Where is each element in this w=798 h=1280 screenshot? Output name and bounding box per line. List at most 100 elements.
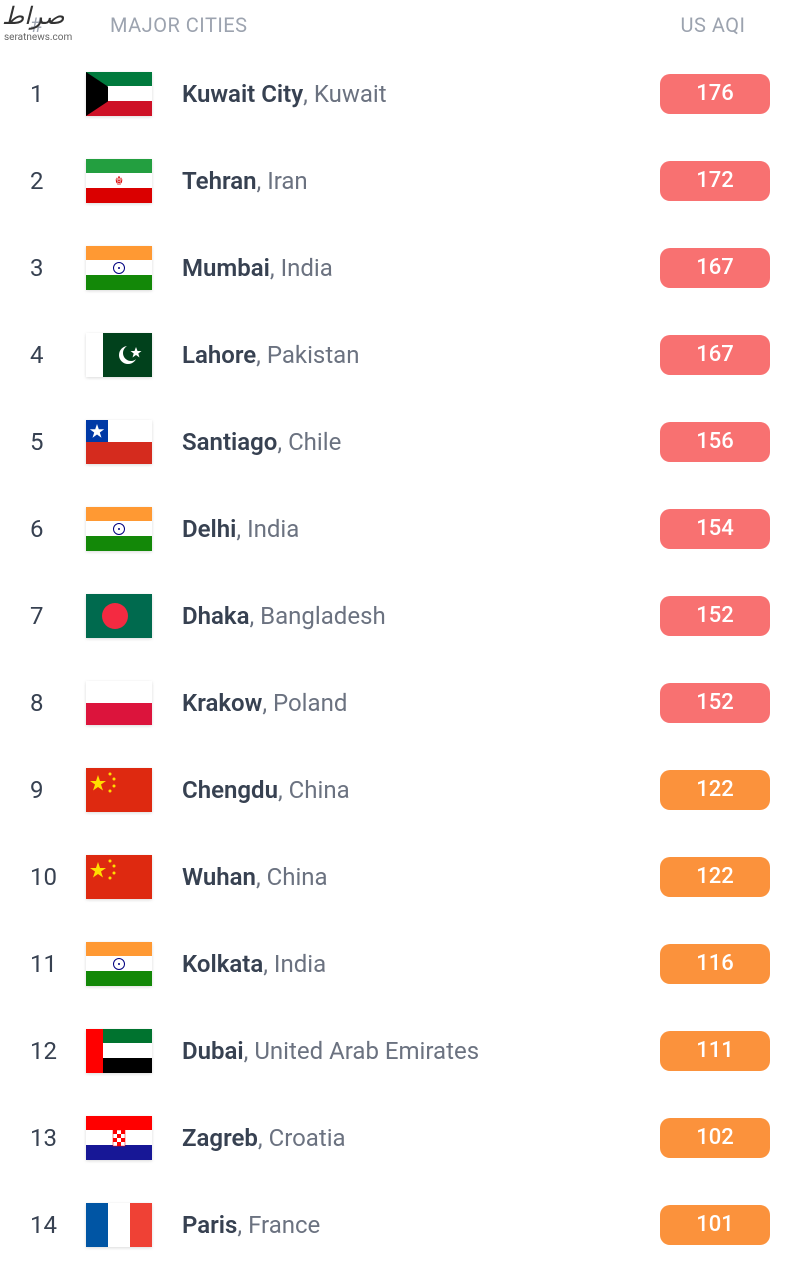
country-name: China [289,776,350,804]
city-label: Kuwait City, Kuwait [182,80,660,108]
rank-number: 3 [20,254,70,282]
rank-number: 7 [20,602,70,630]
aqi-badge: 154 [660,509,770,549]
country-name: India [247,515,299,543]
city-label: Dubai, United Arab Emirates [182,1037,660,1065]
city-name: Santiago [182,428,277,456]
header-aqi: US AQI [648,13,778,37]
aqi-badge: 122 [660,770,770,810]
aqi-badge: 116 [660,944,770,984]
city-name: Mumbai [182,254,270,282]
flag-icon [86,768,152,812]
table-row[interactable]: 12 Dubai, United Arab Emirates 111 [20,1007,778,1094]
country-name: China [267,863,328,891]
table-header: # MAJOR CITIES US AQI [20,0,778,50]
city-label: Wuhan, China [182,863,660,891]
aqi-badge: 156 [660,422,770,462]
city-label: Paris, France [182,1211,660,1239]
rank-number: 6 [20,515,70,543]
flag-icon [86,1116,152,1160]
country-name: Chile [288,428,341,456]
country-name: Poland [273,689,347,717]
rank-number: 8 [20,689,70,717]
flag-icon [86,507,152,551]
city-name: Wuhan [182,863,256,891]
watermark-url: seratnews.com [4,32,72,43]
flag-icon [86,855,152,899]
table-row[interactable]: 1 Kuwait City, Kuwait 176 [20,50,778,137]
city-label: Tehran, Iran [182,167,660,195]
aqi-badge: 101 [660,1205,770,1245]
city-label: Mumbai, India [182,254,660,282]
table-row[interactable]: 6 Delhi, India 154 [20,485,778,572]
city-name: Kuwait City [182,80,303,108]
city-label: Krakow, Poland [182,689,660,717]
country-name: India [281,254,333,282]
table-row[interactable]: 13 Zagreb, Croatia 102 [20,1094,778,1181]
table-row[interactable]: 2 ☬ Tehran, Iran 172 [20,137,778,224]
city-label: Santiago, Chile [182,428,660,456]
flag-icon [86,72,152,116]
table-row[interactable]: 14 Paris, France 101 [20,1181,778,1268]
country-name: Croatia [269,1124,346,1152]
country-name: Pakistan [267,341,360,369]
aqi-badge: 167 [660,248,770,288]
aqi-badge: 167 [660,335,770,375]
rank-number: 1 [20,80,70,108]
country-name: United Arab Emirates [254,1037,479,1065]
country-name: Bangladesh [260,602,386,630]
city-name: Dubai [182,1037,244,1065]
aqi-badge: 111 [660,1031,770,1071]
rank-number: 9 [20,776,70,804]
flag-icon [86,942,152,986]
rank-number: 12 [20,1037,70,1065]
city-label: Dhaka, Bangladesh [182,602,660,630]
city-name: Kolkata [182,950,263,978]
flag-icon [86,681,152,725]
table-row[interactable]: 9 Chengdu, China 122 [20,746,778,833]
city-name: Dhaka [182,602,249,630]
rank-number: 2 [20,167,70,195]
aqi-badge: 172 [660,161,770,201]
table-row[interactable]: 10 Wuhan, China 122 [20,833,778,920]
country-name: India [274,950,326,978]
aqi-table: # MAJOR CITIES US AQI 1 Kuwait City, Kuw… [0,0,798,1268]
country-name: France [248,1211,320,1239]
flag-icon [86,594,152,638]
city-name: Delhi [182,515,236,543]
aqi-badge: 152 [660,683,770,723]
table-row[interactable]: 4 Lahore, Pakistan 167 [20,311,778,398]
flag-icon: ☬ [86,159,152,203]
header-cities: MAJOR CITIES [70,13,648,37]
rank-number: 14 [20,1211,70,1239]
aqi-badge: 176 [660,74,770,114]
table-row[interactable]: 11 Kolkata, India 116 [20,920,778,1007]
table-row[interactable]: 7 Dhaka, Bangladesh 152 [20,572,778,659]
rank-number: 11 [20,950,70,978]
table-row[interactable]: 5 Santiago, Chile 156 [20,398,778,485]
flag-icon [86,1203,152,1247]
watermark-text: صراط [2,2,64,31]
city-name: Tehran [182,167,257,195]
table-body: 1 Kuwait City, Kuwait 176 2 ☬ Tehran, Ir… [20,50,778,1268]
country-name: Kuwait [314,80,387,108]
table-row[interactable]: 3 Mumbai, India 167 [20,224,778,311]
city-label: Zagreb, Croatia [182,1124,660,1152]
city-label: Lahore, Pakistan [182,341,660,369]
flag-icon [86,333,152,377]
table-row[interactable]: 8 Krakow, Poland 152 [20,659,778,746]
city-name: Krakow [182,689,262,717]
city-label: Kolkata, India [182,950,660,978]
country-name: Iran [267,167,308,195]
flag-icon [86,420,152,464]
rank-number: 13 [20,1124,70,1152]
rank-number: 4 [20,341,70,369]
aqi-badge: 102 [660,1118,770,1158]
rank-number: 5 [20,428,70,456]
city-name: Zagreb [182,1124,258,1152]
city-label: Delhi, India [182,515,660,543]
aqi-badge: 152 [660,596,770,636]
city-name: Chengdu [182,776,278,804]
aqi-badge: 122 [660,857,770,897]
city-name: Paris [182,1211,237,1239]
